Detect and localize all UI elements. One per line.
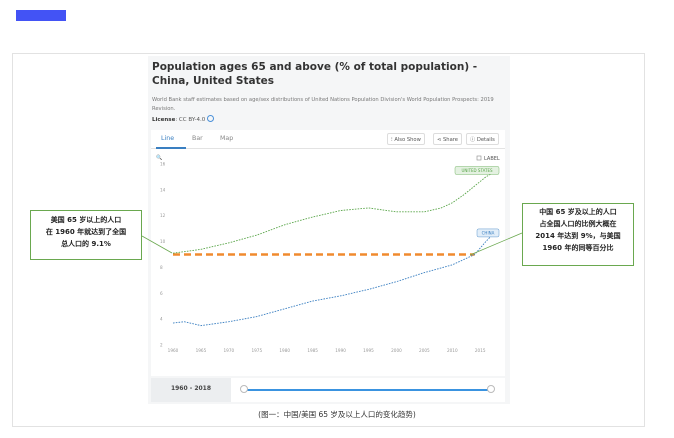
chart-title: Population ages 65 and above (% of total…: [152, 61, 478, 87]
china-callout-line-4: 1960 年的同等百分比: [542, 244, 614, 252]
range-label: 1960 - 2018: [170, 385, 212, 392]
x-tick-label: 2005: [419, 348, 430, 353]
tab-map[interactable]: Map: [220, 135, 234, 142]
tab-line[interactable]: Line: [161, 135, 175, 142]
time-range-slider: 1960 - 2018: [151, 378, 505, 402]
x-tick-label: 1975: [251, 348, 262, 353]
details-button[interactable]: ⓘ Details: [466, 133, 499, 145]
china-series-label: CHINA: [482, 231, 495, 236]
y-tick-label: 6: [160, 291, 163, 296]
china-callout-line-2: 占全国人口的比例大概在: [539, 220, 617, 228]
us-callout-line-3: 总人口的 9.1%: [61, 240, 111, 248]
y-tick-label: 12: [160, 213, 166, 218]
x-tick-label: 1965: [196, 348, 207, 353]
also-show-icon: ⁝: [391, 137, 395, 143]
label-toggle-text: LABEL: [484, 156, 500, 162]
x-tick-label: 1960: [168, 348, 179, 353]
label-checkbox[interactable]: [476, 155, 482, 161]
range-track[interactable]: [244, 389, 491, 391]
also-show-button[interactable]: ⁝ Also Show: [387, 133, 425, 145]
info-icon[interactable]: [207, 115, 215, 122]
tab-bar-chart[interactable]: Bar: [192, 135, 203, 142]
x-tick-label: 2015: [475, 348, 486, 353]
y-tick-label: 4: [160, 317, 163, 322]
figure-caption: (图一：中国/美国 65 岁及以上人口的变化趋势): [258, 410, 416, 419]
china-callout-line-1: 中国 65 岁及以上的人口: [539, 208, 617, 216]
share-label: Share: [443, 137, 458, 143]
decorative-blue-bar: [16, 10, 66, 21]
china-callout-line-3: 2014 年达到 9%，与美国: [535, 232, 621, 240]
y-tick-label: 16: [160, 162, 166, 167]
details-label: Details: [476, 137, 495, 143]
x-tick-label: 1990: [335, 348, 346, 353]
license: License: CC BY-4.0: [152, 115, 215, 123]
x-tick-label: 1970: [224, 348, 235, 353]
x-tick-label: 2010: [447, 348, 458, 353]
tab-active-indicator: [156, 147, 186, 149]
license-value: : CC BY-4.0: [175, 117, 206, 123]
range-label-box: [151, 378, 231, 402]
us-callout: 美国 65 岁以上的人口 在 1960 年就达到了全国 总人口的 9.1%: [30, 210, 142, 260]
us-callout-line-2: 在 1960 年就达到了全国: [45, 228, 127, 236]
range-end-handle[interactable]: [487, 385, 495, 393]
chart-description: World Bank staff estimates based on age/…: [152, 97, 494, 112]
details-icon: ⓘ: [470, 137, 477, 143]
share-button[interactable]: ⋖ Share: [433, 133, 462, 145]
range-start-handle[interactable]: [240, 385, 248, 393]
x-tick-label: 1995: [363, 348, 374, 353]
china-callout: 中国 65 岁及以上的人口 占全国人口的比例大概在 2014 年达到 9%，与美…: [522, 203, 634, 266]
us-callout-line-1: 美国 65 岁以上的人口: [50, 216, 122, 224]
us-series-label-box: [454, 166, 500, 175]
zoom-icon[interactable]: 🔍: [156, 154, 162, 161]
y-tick-label: 10: [160, 239, 166, 244]
x-tick-label: 2000: [391, 348, 402, 353]
also-show-label: Also Show: [394, 137, 421, 143]
y-tick-label: 8: [160, 265, 163, 270]
y-tick-label: 14: [160, 187, 166, 192]
x-tick-label: 1980: [279, 348, 290, 353]
china-series-line: [172, 229, 498, 327]
us-series-label: UNITED STATES: [461, 168, 492, 173]
chart-area: 🔍 LABEL 2 4 6 8 10 12 14 16 1960 1965 1970 1975 1980 19…: [151, 149, 505, 376]
x-tick-label: 1985: [307, 348, 318, 353]
share-icon: ⋖: [437, 137, 443, 143]
us-series-line: [172, 170, 498, 254]
line-chart-svg: 🔍 LABEL 2 4 6 8 10 12 14 16 1960 1965 1970 1975 1980 19…: [156, 154, 500, 353]
tab-bar: Line Bar Map ⁝ Also Show ⋖ Share ⓘ Detai…: [151, 130, 505, 149]
y-tick-label: 2: [160, 343, 163, 348]
license-label: License: [152, 117, 176, 123]
